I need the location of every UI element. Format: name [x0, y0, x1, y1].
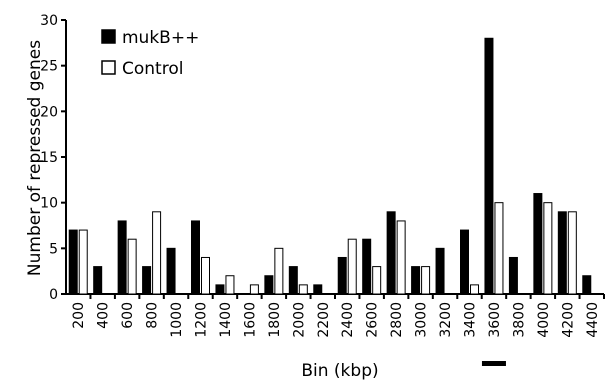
bar-control [471, 285, 479, 294]
bar-control [373, 267, 381, 294]
bar-mukb [69, 230, 77, 294]
legend-swatch-control [102, 61, 115, 74]
x-tick-label: 2200 [316, 302, 332, 338]
x-axis-title: Bin (kbp) [301, 361, 378, 381]
bar-mukb [436, 248, 444, 294]
y-tick-label: 5 [49, 241, 58, 257]
bar-mukb [216, 285, 224, 294]
x-tick-label: 800 [145, 302, 161, 329]
bar-mukb [485, 38, 493, 294]
legend-label-mukb: mukB++ [122, 28, 199, 48]
bar-control [153, 212, 161, 294]
bar-control [275, 248, 283, 294]
legend-swatch-mukb [102, 30, 115, 43]
bar-control [422, 267, 430, 294]
x-tick-label: 2800 [389, 302, 405, 338]
bar-mukb [412, 267, 420, 294]
bar-mukb [192, 221, 200, 294]
y-axis-title: Number of repressed genes [25, 40, 45, 276]
bar-mukb [338, 257, 346, 294]
y-tick-label: 0 [49, 287, 58, 303]
bar-control [348, 239, 356, 294]
x-tick-label: 3800 [511, 302, 527, 338]
bar-control [495, 203, 503, 294]
bar-mukb [363, 239, 371, 294]
x-tick-label: 2000 [291, 302, 307, 338]
x-tick-label: 1800 [267, 302, 283, 338]
x-tick-label: 400 [96, 302, 112, 329]
x-tick-label: 4200 [560, 302, 576, 338]
x-tick-label: 2400 [340, 302, 356, 338]
bar-mukb [387, 212, 395, 294]
y-tick-label: 30 [40, 13, 58, 29]
bar-control [544, 203, 552, 294]
highlight-marker [482, 361, 506, 366]
bar-mukb [118, 221, 126, 294]
bar-mukb [143, 267, 151, 294]
x-tick-label: 1000 [169, 302, 185, 338]
x-tick-label: 1600 [242, 302, 258, 338]
bar-mukb [94, 267, 102, 294]
bar-control [79, 230, 87, 294]
x-tick-labels: 200 400 600 800 1000 1200 1400 1600 1800 2000 2200… [71, 302, 601, 338]
bar-control [226, 276, 234, 294]
bar-control [250, 285, 258, 294]
bar-mukb [558, 212, 566, 294]
bar-mukb [265, 276, 273, 294]
bar-control [299, 285, 307, 294]
bar-mukb [583, 276, 591, 294]
bar-control [202, 257, 210, 294]
bar-control [568, 212, 576, 294]
x-tick-label: 3400 [463, 302, 479, 338]
x-tick-label: 200 [71, 302, 87, 329]
bar-mukb [461, 230, 469, 294]
legend-label-control: Control [122, 59, 183, 79]
x-tick-label: 4400 [585, 302, 601, 338]
bar-control [128, 239, 136, 294]
bar-mukb [534, 194, 542, 294]
x-tick-label: 3000 [414, 302, 430, 338]
bar-mukb [314, 285, 322, 294]
x-tick-label: 4000 [536, 302, 552, 338]
bar-mukb [509, 257, 517, 294]
legend: mukB++ Control [102, 28, 199, 79]
x-tick-label: 3600 [487, 302, 503, 338]
x-tick-label: 600 [120, 302, 136, 329]
bar-control [397, 221, 405, 294]
x-tick-label: 1200 [194, 302, 210, 338]
x-tick-label: 3200 [438, 302, 454, 338]
bar-mukb [167, 248, 175, 294]
bar-mukb [289, 267, 297, 294]
x-tick-label: 2600 [365, 302, 381, 338]
x-tick-label: 1400 [218, 302, 234, 338]
